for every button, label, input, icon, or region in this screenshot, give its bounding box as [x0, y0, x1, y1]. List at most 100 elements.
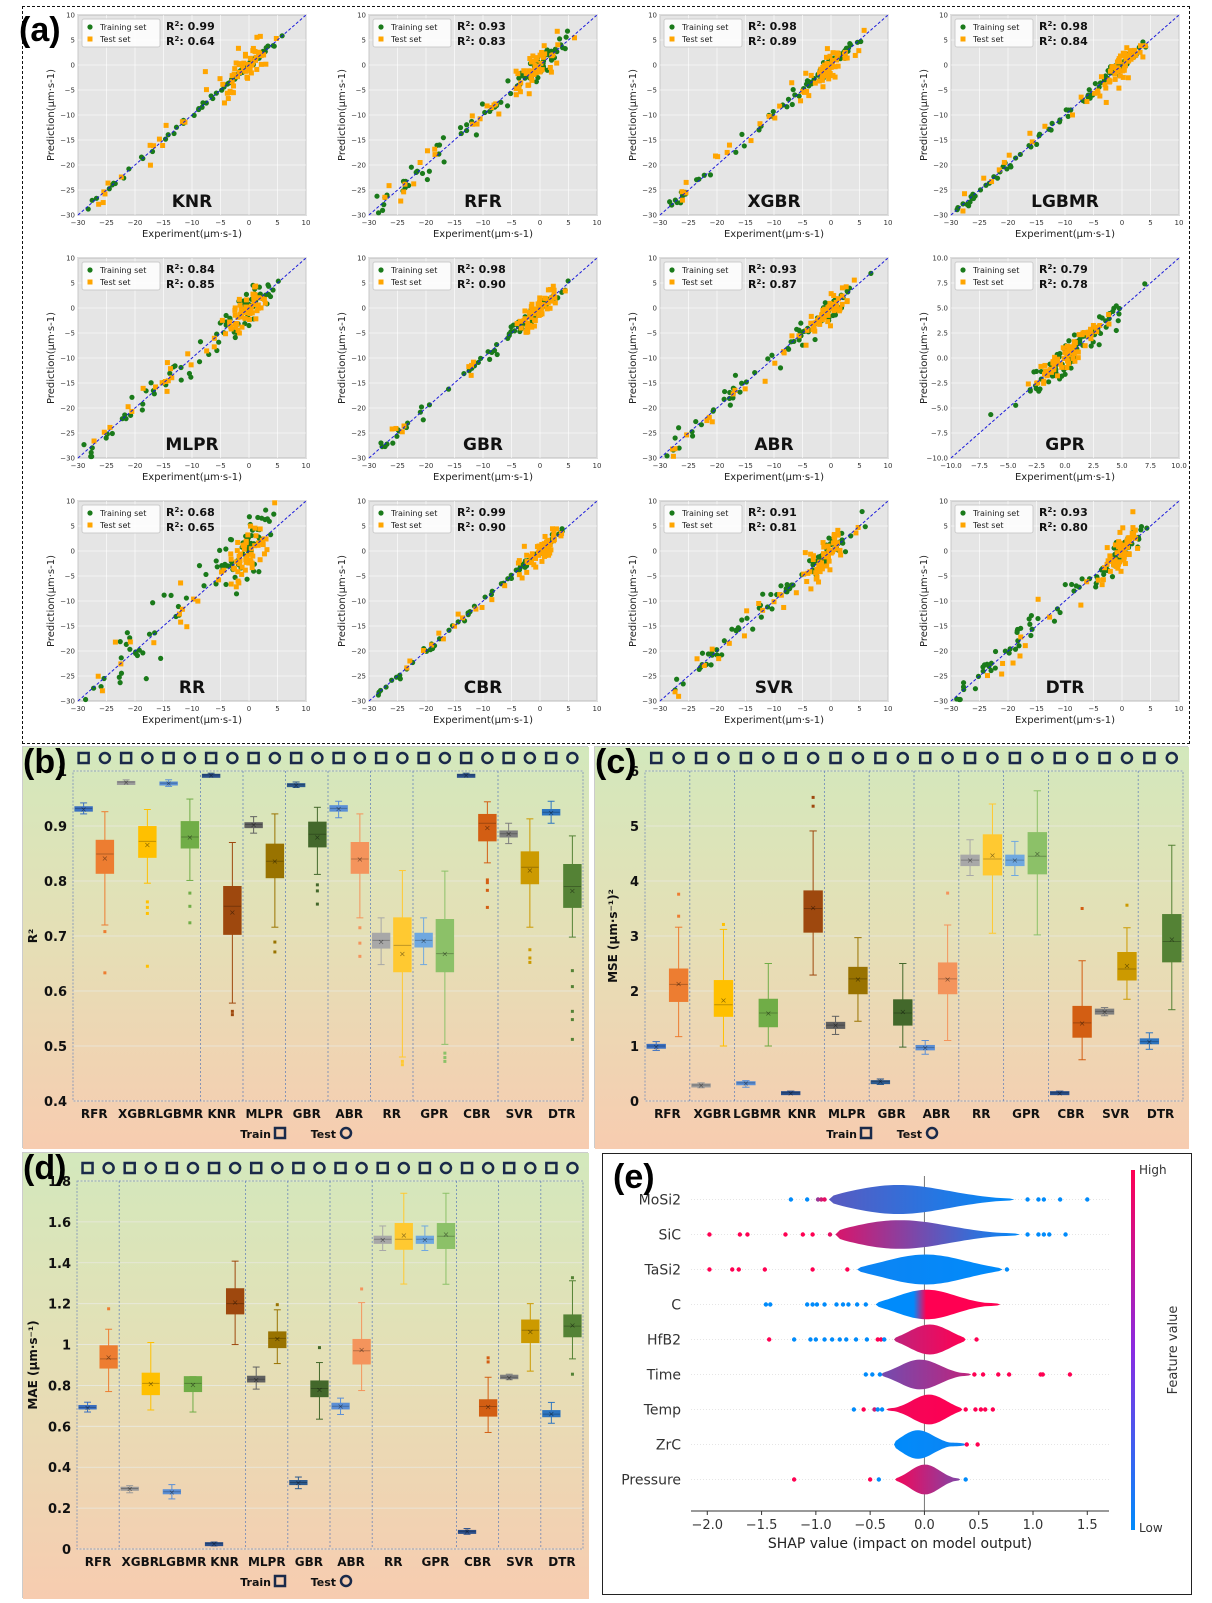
x-tick-label: 0	[829, 462, 833, 470]
test-point	[542, 51, 548, 57]
test-point	[830, 50, 836, 56]
y-tick-label: 0.8	[48, 1379, 71, 1394]
test-point	[249, 310, 255, 316]
test-point	[258, 61, 264, 67]
test-box-abr: ×	[937, 891, 958, 1041]
train-point	[1096, 342, 1102, 348]
train-point	[464, 122, 470, 128]
train-box-gbr: ×	[289, 1476, 308, 1490]
test-point	[802, 89, 808, 95]
mean-marker: ×	[379, 1235, 386, 1244]
y-axis-label: Prediction(μm·s-1)	[337, 69, 348, 161]
test-point	[825, 309, 831, 315]
mean-marker: ×	[922, 1044, 929, 1053]
test-point	[233, 324, 239, 330]
r2-train-value: R2: 0.91	[748, 506, 797, 519]
y-tick-label: −5	[65, 330, 75, 338]
y-tick-label: 10	[648, 255, 657, 263]
train-point	[672, 435, 678, 441]
x-tick-label: −10	[1058, 219, 1073, 227]
test-point	[1082, 343, 1088, 349]
train-point	[219, 87, 225, 93]
test-point	[244, 553, 250, 559]
train-point	[244, 576, 250, 582]
outlier-point	[570, 985, 574, 989]
test-point	[218, 569, 224, 575]
r2-train-value: R2: 0.68	[166, 506, 215, 519]
mean-marker: ×	[1101, 1007, 1108, 1016]
y-tick-label: 6	[630, 765, 639, 780]
test-point	[1118, 552, 1124, 558]
legend-box	[81, 504, 161, 534]
train-box-cbr: ×	[457, 1527, 477, 1536]
x-tick-label: −30	[71, 219, 86, 227]
model-name: SVR	[755, 678, 794, 698]
model-name: CBR	[464, 678, 503, 698]
test-point	[1101, 565, 1107, 571]
test-point	[1117, 540, 1123, 546]
test-point	[243, 297, 249, 303]
test-point	[253, 533, 259, 539]
x-tick-label: −20	[710, 705, 725, 713]
box-iqr	[373, 1235, 392, 1244]
test-box-mlpr: ×	[268, 1303, 287, 1365]
train-point	[1033, 368, 1040, 374]
test-point	[1117, 53, 1123, 59]
test-point	[1060, 345, 1066, 351]
train-point	[1036, 133, 1042, 139]
train-marker-square	[460, 1161, 474, 1175]
box-iqr	[478, 813, 497, 842]
test-point	[810, 325, 816, 331]
test-point	[460, 615, 466, 621]
test-point	[715, 154, 721, 160]
test-point	[225, 96, 231, 102]
test-point	[1085, 329, 1091, 335]
y-tick-label: 1	[630, 1040, 639, 1055]
test-point	[825, 311, 831, 317]
legend-test-marker	[378, 279, 384, 285]
mean-marker: ×	[967, 856, 974, 865]
test-point	[255, 305, 261, 311]
test-point	[810, 557, 816, 563]
outlier-point	[145, 905, 149, 909]
test-point	[831, 534, 837, 540]
test-point	[813, 570, 819, 576]
panel-b-r2-boxplot: (b) 0.4 0.5 0.6 0.7 0.8 0.9 1 × × RFR × × XGBR × × LGBM…	[22, 743, 589, 1149]
train-point	[739, 617, 745, 623]
box-iqr	[183, 1376, 203, 1393]
test-point	[807, 569, 813, 575]
outlier-point	[528, 956, 532, 960]
shap-point	[882, 1337, 887, 1342]
parity-subplot-mlpr: −30−30−25−25−20−20−15−15−10−10−5−5005510…	[46, 255, 310, 484]
y-tick-label: −30	[60, 212, 75, 220]
train-point	[493, 341, 500, 348]
test-point	[1122, 63, 1128, 69]
train-point	[465, 610, 471, 616]
test-point	[826, 554, 832, 560]
test-point	[216, 577, 222, 583]
test-point	[236, 296, 242, 302]
train-point	[790, 582, 796, 588]
test-marker-circle	[271, 1161, 284, 1175]
x-tick-label: −30	[362, 219, 377, 227]
feature-label: HfB2	[647, 1333, 681, 1349]
y-tick-label: −25	[351, 187, 366, 195]
test-marker-circle	[1165, 751, 1179, 765]
train-point	[778, 583, 784, 589]
test-point	[706, 414, 712, 420]
test-point	[231, 71, 237, 77]
y-tick-label: −30	[60, 698, 75, 706]
test-point	[1072, 358, 1078, 364]
test-point	[217, 76, 223, 82]
test-point	[539, 49, 545, 55]
category-label: MLPR	[828, 1107, 866, 1121]
x-tick-label: −1.0	[800, 1518, 832, 1533]
model-name: RFR	[464, 192, 502, 212]
test-point	[537, 52, 543, 58]
legend-test-marker	[669, 522, 675, 528]
x-tick-label: 0	[247, 462, 251, 470]
parity-subplot-lgbmr: −30−30−25−25−20−20−15−15−10−10−5−5005510…	[919, 12, 1183, 241]
test-point	[246, 560, 252, 566]
test-point	[808, 72, 814, 78]
shap-point	[1085, 1197, 1090, 1202]
